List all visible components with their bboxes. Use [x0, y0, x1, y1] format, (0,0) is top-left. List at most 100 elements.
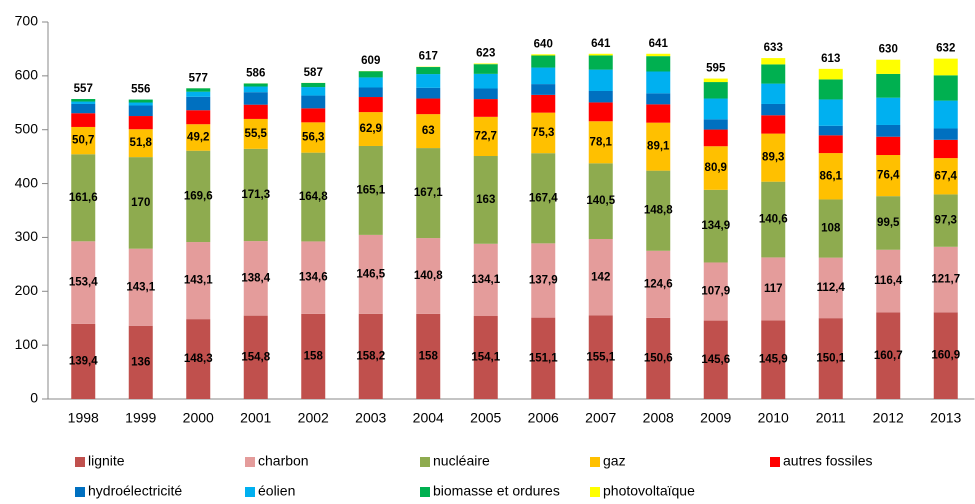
total-label: 577: [189, 72, 208, 84]
bar-segment: [71, 154, 96, 242]
bar-segment: [588, 315, 613, 399]
bar-segment: [301, 108, 326, 123]
bar-segment: [933, 139, 958, 159]
bar-segment: [243, 86, 268, 93]
y-tick-label: 300: [15, 228, 39, 244]
bar-segment: [588, 163, 613, 239]
total-label: 641: [591, 38, 611, 50]
bar-segment: [128, 248, 153, 326]
bar-segment: [818, 79, 843, 100]
bar-segment: [128, 116, 153, 130]
bar-segment: [703, 146, 728, 190]
data-label: 112,4: [817, 282, 846, 294]
legend-swatch: [770, 457, 780, 467]
bar-segment: [646, 317, 671, 399]
data-label: 140,8: [414, 270, 443, 282]
data-label: 108: [821, 223, 841, 235]
bar-segment: [243, 148, 268, 242]
data-label: 165,1: [356, 184, 385, 196]
total-label: 630: [879, 44, 898, 56]
bar-segment: [358, 112, 383, 146]
data-label: 75,3: [532, 127, 554, 139]
bar-segment: [646, 122, 671, 171]
legend-label: hydroélectricité: [88, 483, 182, 499]
total-label: 556: [131, 84, 150, 96]
legend-swatch: [75, 487, 85, 497]
data-label: 170: [131, 197, 150, 209]
data-label: 145,9: [759, 354, 788, 366]
data-label: 134,6: [299, 272, 328, 284]
bar-segment: [761, 103, 786, 116]
bar-segment: [358, 71, 383, 78]
x-tick-label: 2009: [700, 410, 731, 426]
y-tick-label: 400: [15, 174, 39, 190]
bar-segment: [818, 318, 843, 399]
bar-segment: [818, 199, 843, 258]
data-label: 155,1: [586, 351, 615, 363]
legend-swatch: [420, 487, 430, 497]
bar-segment: [876, 59, 901, 74]
bar-segment: [876, 124, 901, 137]
data-label: 139,4: [69, 355, 98, 367]
bar-segment: [761, 83, 786, 104]
data-label: 150,6: [644, 352, 673, 364]
bar-segment: [646, 250, 671, 318]
bar-segment: [703, 320, 728, 399]
x-tick-label: 2011: [816, 410, 846, 426]
bar-segment: [301, 82, 326, 88]
bar-segment: [646, 53, 671, 57]
bar-segment: [933, 58, 958, 76]
x-tick-label: 2007: [585, 410, 616, 426]
bar-segment: [531, 94, 556, 113]
bar-segment: [358, 234, 383, 314]
data-label: 150,1: [816, 353, 845, 365]
data-label: 143,1: [126, 281, 155, 293]
legend-swatch: [590, 487, 600, 497]
x-tick-label: 2005: [470, 410, 501, 426]
bar-segment: [933, 158, 958, 195]
data-label: 140,6: [759, 214, 788, 226]
bar-segment: [703, 129, 728, 147]
y-tick-label: 500: [15, 120, 39, 136]
data-label: 134,1: [471, 274, 500, 286]
x-tick-label: 2003: [355, 410, 386, 426]
bar-segment: [416, 238, 441, 314]
data-label: 148,8: [644, 205, 673, 217]
data-label: 51,8: [130, 137, 153, 149]
bar-segment: [301, 87, 326, 96]
bar-segment: [761, 257, 786, 321]
bar-segment: [761, 320, 786, 399]
x-tick-label: 2006: [528, 410, 559, 426]
bar-segment: [473, 73, 498, 89]
bar-segment: [358, 97, 383, 113]
bar-segment: [71, 126, 96, 155]
total-label: 617: [419, 51, 438, 63]
data-label: 137,9: [529, 275, 558, 287]
bar-segment: [761, 58, 786, 65]
bar-segment: [588, 69, 613, 91]
bar-segment: [818, 99, 843, 126]
data-label: 50,7: [72, 135, 94, 147]
bar-segment: [531, 54, 556, 56]
legend-label: photovoltaïque: [603, 483, 695, 499]
bar-segment: [186, 150, 211, 243]
bar-segment: [186, 91, 211, 97]
data-label: 167,1: [414, 187, 443, 199]
bar-segment: [588, 102, 613, 122]
x-tick-label: 2008: [643, 410, 674, 426]
bar-segment: [703, 82, 728, 99]
data-label: 116,4: [874, 275, 903, 287]
bar-segment: [588, 238, 613, 316]
bar-segment: [243, 118, 268, 149]
bar-segment: [588, 55, 613, 70]
bar-segment: [358, 145, 383, 235]
bar-segment: [358, 77, 383, 88]
data-label: 158: [419, 350, 439, 362]
bar-segment: [128, 157, 153, 249]
legend-label: autres fossiles: [783, 453, 872, 469]
x-tick-label: 2000: [183, 410, 214, 426]
data-label: 49,2: [187, 132, 209, 144]
bar-segment: [71, 101, 96, 104]
bar-segment: [416, 87, 441, 99]
